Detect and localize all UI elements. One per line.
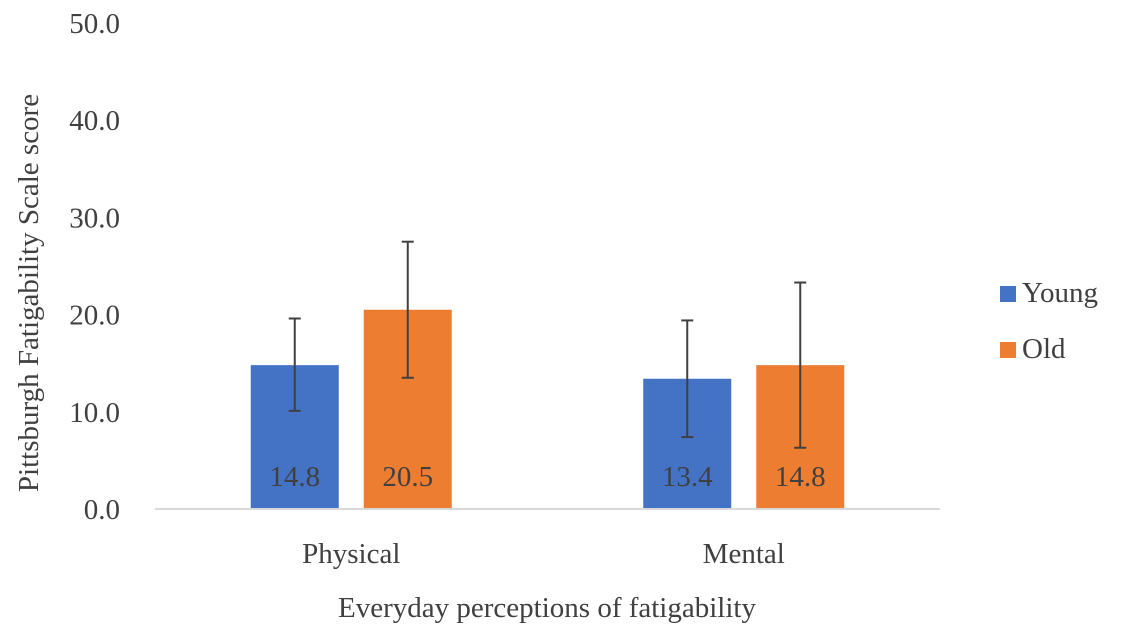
data-label: 13.4 (662, 461, 713, 493)
legend-swatch-old (1000, 342, 1016, 358)
x-axis-title: Everyday perceptions of fatigability (338, 592, 756, 624)
y-tick-label: 30.0 (69, 202, 120, 234)
y-tick-label: 10.0 (69, 397, 120, 429)
data-label: 14.8 (775, 461, 826, 493)
y-tick-label: 20.0 (69, 300, 120, 332)
y-tick-label: 40.0 (69, 105, 120, 137)
y-tick-label: 0.0 (84, 494, 120, 526)
x-tick-label: Physical (302, 538, 400, 570)
data-label: 20.5 (382, 461, 433, 493)
y-tick-label: 50.0 (69, 8, 120, 40)
y-axis-title: Pittsburgh Fatigability Scale score (13, 94, 45, 492)
data-label: 14.8 (269, 461, 320, 493)
legend-label-young: Young (1022, 277, 1098, 309)
x-tick-label: Mental (703, 538, 785, 570)
legend-swatch-young (1000, 286, 1016, 302)
legend-label-old: Old (1022, 333, 1066, 365)
